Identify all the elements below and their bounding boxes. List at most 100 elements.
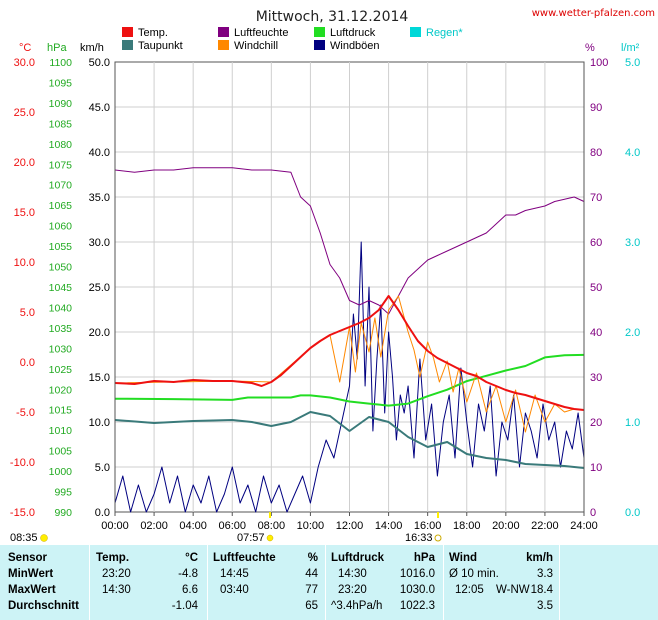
wind-axis-unit: km/h	[80, 42, 104, 54]
sun-marker-set	[437, 512, 439, 518]
rain-tick-label: 0.0	[625, 507, 640, 519]
cell-temp-time: 14:30	[102, 584, 131, 596]
temp-tick-label: 15.0	[14, 207, 35, 219]
cell-wind-time: 12:05	[455, 584, 484, 596]
table-row: MinWert 23:20 -4.8 14:45 44 14:30 1016.0…	[0, 568, 658, 583]
cell-pressure-value: 1030.0	[399, 584, 435, 596]
cell-pressure-trend: ^3.4hPa/h	[331, 600, 383, 612]
humidity-tick-label: 0	[590, 507, 596, 519]
wind-tick-label: 25.0	[89, 282, 110, 294]
pressure-tick-label: 1050	[49, 262, 73, 274]
legend-label: Windchill	[234, 40, 278, 52]
header-pressure-unit: hPa	[413, 552, 435, 564]
rain-tick-label: 4.0	[625, 147, 640, 159]
pressure-tick-label: 1015	[49, 405, 73, 417]
wind-tick-label: 30.0	[89, 237, 110, 249]
pressure-tick-label: 990	[54, 507, 72, 519]
pressure-axis-unit: hPa	[47, 42, 67, 54]
col-divider	[89, 545, 90, 620]
legend-swatch	[410, 27, 421, 37]
pressure-tick-label: 1020	[49, 384, 73, 396]
cell-wind-value: 3.5	[537, 600, 553, 612]
pressure-tick-label: 1040	[49, 302, 73, 314]
cell-pressure-time: 14:30	[338, 568, 367, 580]
humidity-tick-label: 20	[590, 417, 602, 429]
pressure-tick-label: 1030	[49, 343, 73, 355]
header-pressure: Luftdruck	[331, 552, 385, 564]
cell-temp-value: -1.04	[171, 600, 198, 612]
rain-tick-label: 2.0	[625, 327, 640, 339]
series-line-windböen	[114, 241, 585, 513]
sun-noon-icon	[266, 534, 274, 542]
cell-wind-value: 3.3	[537, 568, 553, 580]
pressure-tick-label: 995	[54, 487, 72, 499]
series-line-taupunkt	[114, 411, 585, 469]
wind-tick-label: 45.0	[89, 102, 110, 114]
temp-tick-label: -5.0	[16, 407, 35, 419]
temp-tick-label: 25.0	[14, 107, 35, 119]
cell-wind-direction: W-NW	[496, 584, 530, 596]
data-series	[114, 167, 585, 513]
humidity-tick-label: 40	[590, 327, 602, 339]
site-url[interactable]: www.wetter-pfalzen.com	[532, 8, 655, 19]
header-humidity-unit: %	[307, 552, 318, 564]
legend-swatch	[218, 27, 229, 37]
x-tick-label: 24:00	[570, 520, 598, 532]
humidity-axis-unit: %	[585, 42, 595, 54]
x-tick-label: 16:00	[414, 520, 442, 532]
temp-tick-label: 10.0	[14, 257, 35, 269]
x-tick-label: 18:00	[453, 520, 481, 532]
cell-humidity-value: 77	[305, 584, 318, 596]
chart-title: Mittwoch, 31.12.2014	[256, 9, 409, 25]
row-label: MaxWert	[8, 584, 56, 596]
legend: Temp. Luftfeuchte Luftdruck Regen* Taupunkt W…	[122, 27, 463, 52]
pressure-tick-label: 1100	[49, 57, 72, 69]
col-divider	[207, 545, 208, 620]
temp-tick-label: 30.0	[14, 57, 35, 69]
x-tick-label: 00:00	[101, 520, 129, 532]
sunrise-icon	[40, 534, 48, 542]
sunset-icon	[434, 534, 442, 542]
pressure-tick-label: 1060	[49, 221, 73, 233]
pressure-tick-label: 1010	[49, 425, 73, 437]
pressure-tick-label: 1090	[49, 98, 73, 110]
cell-temp-value: -4.8	[178, 568, 198, 580]
wind-tick-label: 15.0	[89, 372, 110, 384]
sunset-time: 16:33	[405, 532, 433, 544]
header-temp-unit: °C	[185, 552, 198, 564]
wind-tick-label: 0.0	[95, 507, 110, 519]
header-wind-unit: km/h	[526, 552, 553, 564]
pressure-tick-label: 1080	[49, 139, 73, 151]
wind-tick-label: 50.0	[89, 57, 110, 69]
temp-tick-label: 5.0	[20, 307, 35, 319]
wind-tick-label: 35.0	[89, 192, 110, 204]
rain-tick-label: 3.0	[625, 237, 640, 249]
sun-noon-time: 07:57	[237, 532, 265, 544]
cell-pressure-time: 23:20	[338, 584, 367, 596]
temp-tick-label: -10.0	[10, 457, 35, 469]
cell-humidity-time: 03:40	[220, 584, 249, 596]
pressure-tick-label: 1045	[49, 282, 73, 294]
cell-pressure-value: 1022.3	[399, 600, 435, 612]
wind-tick-label: 40.0	[89, 147, 110, 159]
sunrise-time: 08:35	[10, 532, 38, 544]
pressure-tick-label: 1070	[49, 180, 73, 192]
row-label: Durchschnitt	[8, 600, 79, 612]
humidity-tick-label: 100	[590, 57, 608, 69]
table-row: Durchschnitt -1.04 65 ^3.4hPa/h 1022.3 3…	[0, 600, 658, 615]
humidity-tick-label: 90	[590, 102, 602, 114]
pressure-tick-label: 1075	[49, 159, 73, 171]
header-wind: Wind	[449, 552, 477, 564]
humidity-tick-label: 50	[590, 282, 602, 294]
x-tick-label: 10:00	[297, 520, 325, 532]
series-line-luftfeuchte	[114, 167, 585, 315]
cell-wind-label: Ø 10 min.	[449, 568, 499, 580]
sun-markers: 08:35 07:57 16:33	[10, 512, 442, 544]
legend-swatch	[314, 40, 325, 50]
cell-humidity-value: 65	[305, 600, 318, 612]
cell-pressure-value: 1016.0	[399, 568, 435, 580]
wind-tick-label: 20.0	[89, 327, 110, 339]
header-temp: Temp.	[96, 552, 130, 564]
col-divider	[443, 545, 444, 620]
x-tick-label: 22:00	[531, 520, 559, 532]
